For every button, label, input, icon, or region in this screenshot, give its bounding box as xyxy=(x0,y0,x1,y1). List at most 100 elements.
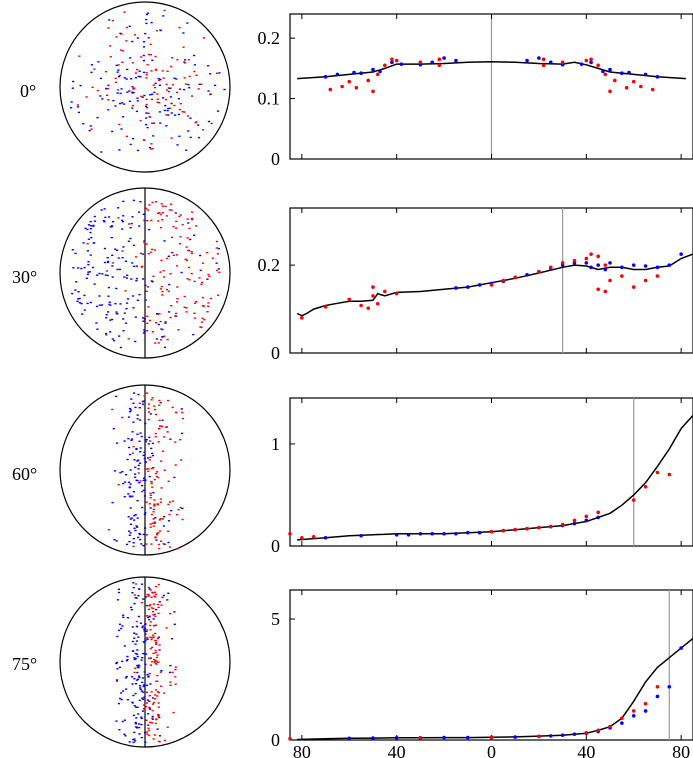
red-pole-dot xyxy=(169,273,172,275)
red-data-point xyxy=(560,261,565,265)
blue-pole-dot xyxy=(115,313,118,315)
blue-pole-dot xyxy=(81,313,84,315)
blue-pole-dot xyxy=(136,526,139,528)
red-pole-dot xyxy=(159,498,162,500)
blue-pole-dot xyxy=(192,333,195,336)
blue-pole-dot xyxy=(119,102,122,105)
red-pole-dot xyxy=(159,501,162,503)
red-data-point xyxy=(631,498,636,502)
red-pole-dot xyxy=(125,40,128,42)
red-data-point xyxy=(371,285,375,289)
blue-pole-dot xyxy=(126,659,129,661)
red-pole-dot xyxy=(167,530,170,532)
blue-pole-dot xyxy=(70,101,73,103)
y-tick-label: 0 xyxy=(271,343,280,363)
red-pole-dot xyxy=(143,395,146,397)
red-pole-dot xyxy=(145,629,148,631)
blue-pole-dot xyxy=(107,286,110,289)
red-pole-dot xyxy=(105,334,108,336)
blue-pole-dot xyxy=(128,446,131,449)
row-3: 75° 80 40 0 40 80 0 5 xyxy=(12,576,693,758)
blue-pole-dot xyxy=(148,615,151,618)
blue-pole-dot xyxy=(131,262,134,264)
blue-pole-dot xyxy=(83,294,86,297)
blue-pole-dot xyxy=(146,713,150,715)
blue-pole-dot xyxy=(116,71,119,73)
blue-pole-dot xyxy=(145,105,148,108)
red-pole-dot xyxy=(145,107,149,109)
red-pole-dot xyxy=(152,738,155,740)
blue-pole-dot xyxy=(132,138,135,140)
blue-pole-dot xyxy=(122,616,125,618)
red-data-point xyxy=(643,701,648,706)
red-pole-dot xyxy=(148,116,152,118)
red-pole-dot xyxy=(181,518,184,521)
y-tick-label: 0.2 xyxy=(258,255,281,275)
blue-pole-dot xyxy=(142,641,145,643)
red-pole-dot xyxy=(136,68,139,71)
blue-pole-dot xyxy=(143,696,146,698)
blue-pole-dot xyxy=(118,666,121,668)
blue-pole-dot xyxy=(134,406,137,409)
blue-pole-dot xyxy=(131,107,134,109)
row-1: 30° 00.2 xyxy=(12,187,693,363)
red-pole-dot xyxy=(157,543,160,546)
red-pole-dot xyxy=(171,671,174,674)
blue-pole-dot xyxy=(223,88,226,91)
blue-pole-dot xyxy=(158,111,161,113)
blue-pole-dot xyxy=(132,402,135,405)
blue-pole-dot xyxy=(142,317,145,319)
blue-pole-dot xyxy=(121,219,124,222)
blue-pole-dot xyxy=(149,507,152,509)
red-data-point xyxy=(541,57,546,62)
blue-pole-dot xyxy=(86,273,89,275)
blue-pole-dot xyxy=(106,260,110,263)
red-pole-dot xyxy=(172,254,175,256)
red-pole-dot xyxy=(142,708,145,710)
red-pole-dot xyxy=(152,518,155,520)
blue-pole-dot xyxy=(145,13,148,16)
blue-pole-dot xyxy=(151,718,154,720)
red-pole-dot xyxy=(147,586,150,589)
red-pole-dot xyxy=(96,89,99,92)
blue-pole-dot xyxy=(134,692,137,695)
red-pole-dot xyxy=(145,74,148,76)
blue-pole-dot xyxy=(184,59,187,61)
blue-pole-dot xyxy=(160,670,163,672)
blue-pole-dot xyxy=(199,269,202,272)
red-pole-dot xyxy=(128,223,131,225)
red-pole-dot xyxy=(156,471,159,473)
red-pole-dot xyxy=(174,683,177,685)
red-pole-dot xyxy=(169,684,172,686)
red-pole-dot xyxy=(146,636,149,639)
blue-data-point xyxy=(378,69,382,74)
red-pole-dot xyxy=(184,83,188,85)
red-pole-dot xyxy=(149,492,152,494)
red-pole-dot xyxy=(202,305,205,307)
blue-pole-dot xyxy=(119,346,122,349)
red-pole-dot xyxy=(107,27,110,29)
blue-pole-dot xyxy=(114,248,117,250)
red-pole-dot xyxy=(200,321,204,323)
blue-pole-dot xyxy=(117,588,120,590)
blue-pole-dot xyxy=(104,274,107,276)
blue-pole-dot xyxy=(136,500,139,502)
blue-pole-dot xyxy=(143,41,146,43)
red-pole-dot xyxy=(169,107,172,109)
blue-pole-dot xyxy=(137,594,140,597)
blue-pole-dot xyxy=(207,90,210,92)
red-pole-dot xyxy=(161,205,164,207)
blue-data-point xyxy=(454,286,458,290)
blue-pole-dot xyxy=(119,697,122,700)
red-pole-dot xyxy=(151,611,155,613)
red-pole-dot xyxy=(106,87,109,90)
blue-pole-dot xyxy=(76,300,79,302)
red-pole-dot xyxy=(131,452,134,454)
red-pole-dot xyxy=(78,55,81,57)
red-pole-dot xyxy=(157,441,160,443)
blue-pole-dot xyxy=(181,432,184,435)
red-pole-dot xyxy=(150,148,153,150)
blue-pole-dot xyxy=(129,409,132,411)
blue-pole-dot xyxy=(121,221,125,223)
row-label: 0° xyxy=(20,81,36,101)
